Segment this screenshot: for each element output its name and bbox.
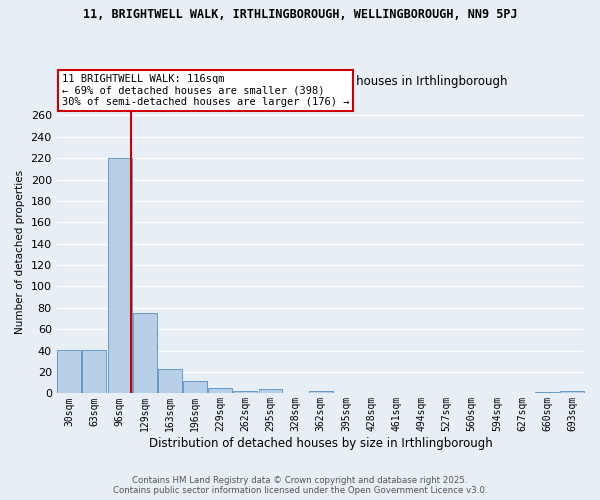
- Text: 11, BRIGHTWELL WALK, IRTHLINGBOROUGH, WELLINGBOROUGH, NN9 5PJ: 11, BRIGHTWELL WALK, IRTHLINGBOROUGH, WE…: [83, 8, 517, 20]
- Bar: [535, 392, 559, 394]
- Bar: [82, 350, 106, 394]
- Text: 11 BRIGHTWELL WALK: 116sqm
← 69% of detached houses are smaller (398)
30% of sem: 11 BRIGHTWELL WALK: 116sqm ← 69% of deta…: [62, 74, 349, 107]
- X-axis label: Distribution of detached houses by size in Irthlingborough: Distribution of detached houses by size …: [149, 437, 493, 450]
- Y-axis label: Number of detached properties: Number of detached properties: [15, 170, 25, 334]
- Bar: [233, 392, 257, 394]
- Bar: [309, 392, 333, 394]
- Text: Contains HM Land Registry data © Crown copyright and database right 2025.
Contai: Contains HM Land Registry data © Crown c…: [113, 476, 487, 495]
- Bar: [183, 380, 207, 394]
- Bar: [133, 313, 157, 394]
- Bar: [107, 158, 131, 394]
- Title: Size of property relative to detached houses in Irthlingborough: Size of property relative to detached ho…: [134, 75, 507, 88]
- Bar: [57, 350, 81, 394]
- Bar: [259, 389, 283, 394]
- Bar: [208, 388, 232, 394]
- Bar: [158, 369, 182, 394]
- Bar: [560, 392, 584, 394]
